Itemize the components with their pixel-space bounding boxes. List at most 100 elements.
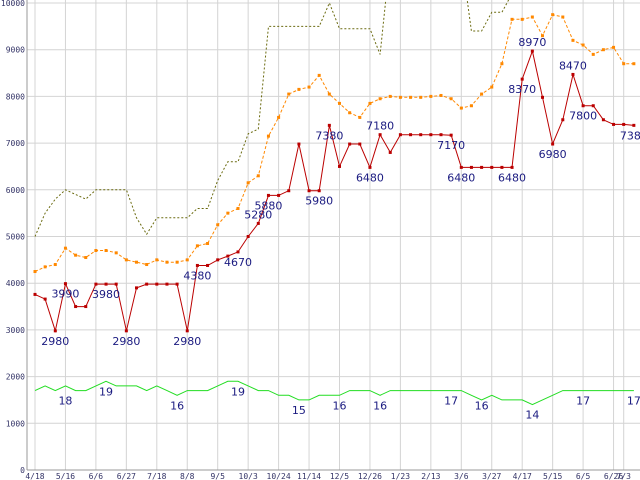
- series-2-point: [490, 85, 494, 89]
- series-1-point: [114, 282, 118, 286]
- series-2-point: [338, 101, 341, 105]
- series-1-point: [277, 193, 281, 197]
- data-label: 17: [627, 395, 640, 408]
- data-label: 18: [58, 395, 72, 408]
- series-2-point: [216, 223, 220, 227]
- x-tick-label: 6/26: [604, 472, 623, 480]
- x-tick-label: 6/5: [576, 472, 591, 480]
- x-tick-label: 5/15: [543, 472, 562, 480]
- x-tick-label: 6/27: [117, 472, 136, 480]
- series-1-point: [33, 292, 37, 296]
- series-group: [33, 0, 636, 406]
- series-2-point: [409, 95, 413, 99]
- series-1-point: [551, 142, 555, 146]
- series-2-point: [581, 43, 585, 47]
- series-2-point: [348, 111, 352, 115]
- data-label: 7170: [437, 139, 465, 152]
- x-tick-label: 12/26: [358, 472, 382, 480]
- series-1-point: [591, 104, 595, 108]
- x-tick-label: 7/18: [147, 472, 166, 480]
- data-label: 8470: [559, 59, 587, 72]
- series-1-point: [297, 142, 301, 146]
- series-2-point: [551, 13, 555, 17]
- series-2-point: [612, 45, 616, 49]
- series-2-point: [307, 85, 311, 89]
- x-tick-label: 12/5: [330, 472, 349, 480]
- series-2-point: [63, 246, 67, 250]
- series-2-point: [510, 17, 514, 21]
- series-2-point: [398, 95, 402, 99]
- data-label: 7380: [620, 129, 640, 142]
- series-1-point: [317, 189, 321, 193]
- y-tick-label: 2000: [6, 373, 25, 382]
- y-tick-label: 8000: [6, 92, 25, 101]
- y-tick-label: 0: [20, 466, 25, 475]
- series-1-point: [632, 123, 636, 127]
- series-1-point: [439, 133, 443, 137]
- series-2-point: [155, 258, 159, 262]
- series-2-point: [297, 87, 301, 91]
- series-2-point: [277, 115, 281, 119]
- series-2-point: [135, 260, 138, 264]
- data-label: 5280: [244, 208, 272, 221]
- data-label: 5980: [305, 195, 333, 208]
- series-1-point: [419, 133, 423, 137]
- series-1-point: [206, 263, 210, 267]
- series-2-point: [632, 62, 636, 66]
- series-2-point: [175, 260, 179, 264]
- y-tick-label: 10000: [1, 0, 25, 8]
- series-1-point: [338, 164, 341, 168]
- series-1-point: [378, 133, 382, 137]
- series-1-point: [530, 49, 534, 53]
- data-label: 7800: [569, 110, 597, 123]
- series-2-point: [94, 249, 98, 253]
- series-1-point: [490, 165, 494, 169]
- data-label: 6480: [447, 171, 475, 184]
- y-tick-label: 9000: [6, 46, 25, 55]
- series-1-point: [53, 329, 57, 333]
- series-1-point: [561, 118, 565, 122]
- series-1-point: [348, 142, 352, 146]
- series-1-point: [388, 150, 392, 154]
- series-2-point: [226, 211, 230, 215]
- y-tick-label: 1000: [6, 419, 25, 428]
- data-label: 5880: [254, 199, 282, 212]
- series-2-point: [601, 48, 605, 52]
- y-tick-label: 4000: [6, 279, 25, 288]
- series-1-point: [43, 297, 47, 301]
- series-line-4: [34, 380, 634, 406]
- series-1-point: [480, 165, 484, 169]
- series-2-point: [591, 52, 595, 56]
- series-1-point: [358, 142, 362, 146]
- data-label: 8970: [518, 36, 546, 49]
- series-1-point: [449, 133, 453, 137]
- series-2-point: [327, 92, 331, 96]
- y-tick-label: 3000: [6, 326, 25, 335]
- series-2-point: [124, 258, 128, 262]
- series-1-point: [398, 133, 402, 137]
- x-tick-label: 10/3: [239, 472, 258, 480]
- data-label: 8370: [508, 83, 536, 96]
- series-2-point: [419, 95, 423, 99]
- x-tick-label: 5/16: [56, 472, 75, 480]
- data-label: 19: [231, 385, 245, 398]
- series-2-point: [74, 253, 78, 257]
- series-2-point: [195, 244, 199, 248]
- data-label: 3990: [51, 288, 79, 301]
- series-2-point: [429, 94, 433, 98]
- series-2-point: [43, 265, 47, 269]
- data-label: 19: [99, 385, 113, 398]
- series-2-point: [358, 115, 362, 119]
- series-2-point: [500, 62, 504, 66]
- x-tick-label: 8/8: [180, 472, 195, 480]
- data-label: 6480: [356, 171, 384, 184]
- data-label: 7380: [315, 129, 343, 142]
- x-tick-label: 7/3: [616, 472, 631, 480]
- data-label: 16: [170, 399, 184, 412]
- series-2-point: [236, 206, 240, 210]
- data-label: 17: [576, 395, 590, 408]
- series-1-point: [175, 282, 179, 286]
- series-2-point: [104, 249, 108, 253]
